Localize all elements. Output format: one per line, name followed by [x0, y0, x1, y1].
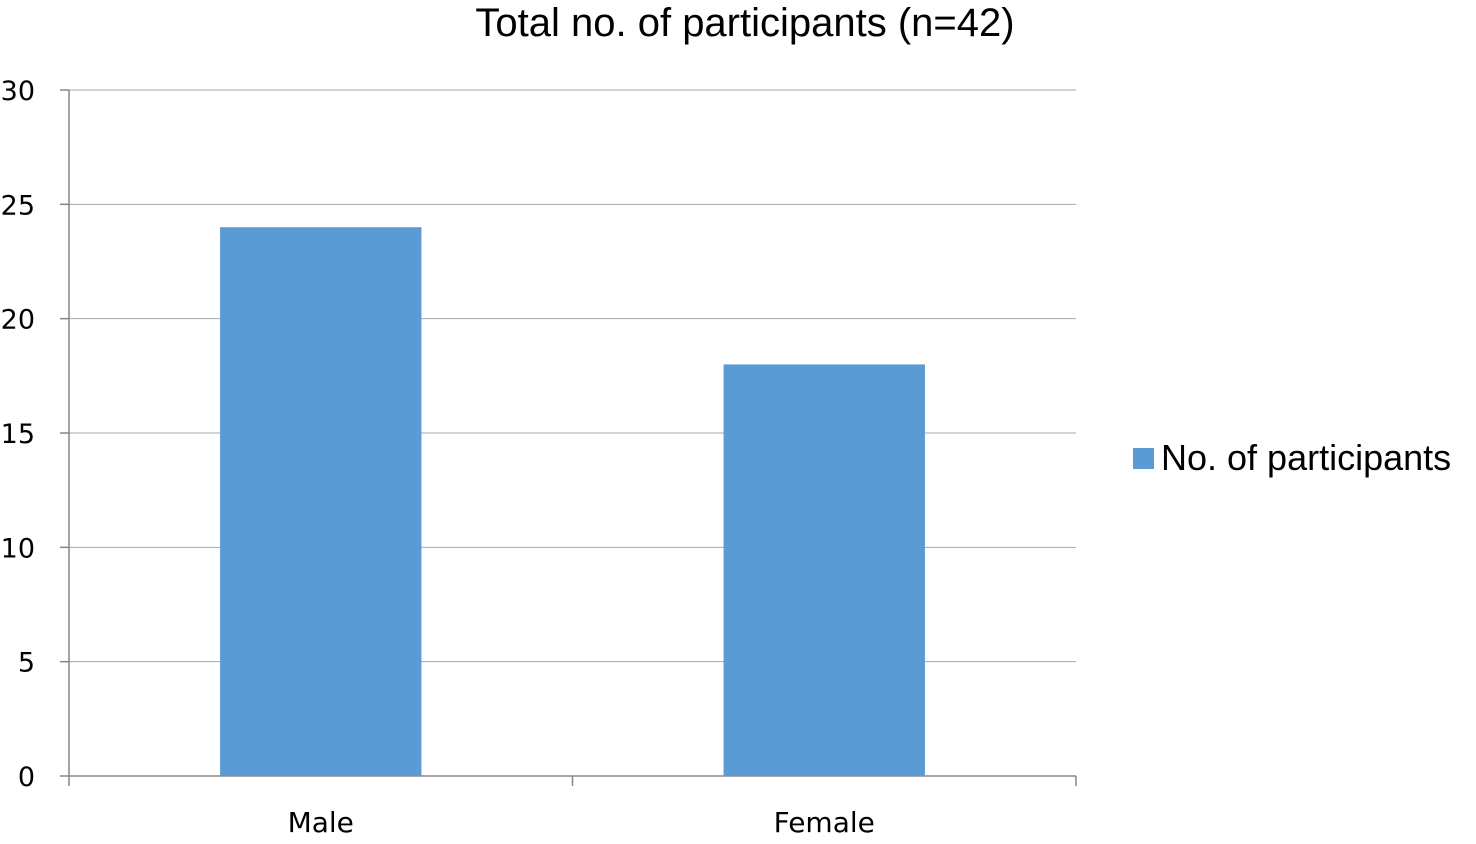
- x-tick-label: Male: [288, 806, 354, 839]
- y-tick-label: 0: [18, 762, 35, 793]
- y-tick-label: 25: [1, 190, 35, 221]
- y-tick-label: 5: [18, 648, 35, 679]
- legend-swatch: [1133, 448, 1154, 469]
- bars: [220, 227, 925, 776]
- legend-label: No. of participants: [1161, 437, 1451, 478]
- y-tick-labels: 0 5 10 15 20 25 30: [1, 76, 35, 793]
- x-tick-label: Female: [774, 806, 875, 839]
- bar-male: [220, 227, 422, 776]
- legend: No. of participants: [1133, 437, 1451, 478]
- chart-title: Total no. of participants (n=42): [475, 1, 1014, 45]
- y-tick-label: 10: [1, 533, 35, 564]
- bar-female: [723, 364, 925, 776]
- x-tick-labels: Male Female: [288, 806, 875, 839]
- y-tick-label: 15: [1, 419, 35, 450]
- y-tick-label: 30: [1, 76, 35, 107]
- y-tick-label: 20: [1, 305, 35, 336]
